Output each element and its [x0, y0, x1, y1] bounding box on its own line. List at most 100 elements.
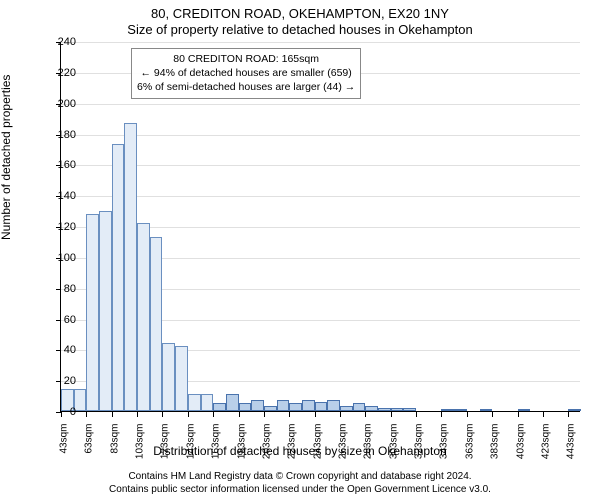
- x-tick-label: 83sqm: [109, 424, 120, 454]
- histogram-bar: [353, 403, 366, 411]
- y-tick-label: 80: [46, 283, 76, 295]
- y-tick-label: 40: [46, 344, 76, 356]
- x-tick-label: 63sqm: [84, 424, 95, 454]
- x-tick-mark: [162, 412, 163, 417]
- x-tick-mark: [239, 412, 240, 417]
- x-tick-mark: [213, 412, 214, 417]
- x-tick-label: 43sqm: [59, 424, 70, 454]
- y-tick-label: 120: [46, 221, 76, 233]
- y-tick-label: 0: [46, 406, 76, 418]
- histogram-bar: [188, 394, 201, 411]
- y-tick-label: 100: [46, 252, 76, 264]
- histogram-bar: [239, 403, 252, 411]
- annotation-line1: 80 CREDITON ROAD: 165sqm: [137, 52, 355, 66]
- gridline: [61, 196, 580, 197]
- histogram-bar: [327, 400, 340, 411]
- x-tick-mark: [365, 412, 366, 417]
- histogram-bar: [99, 211, 112, 411]
- histogram-bar: [264, 406, 277, 411]
- histogram-bar: [251, 400, 264, 411]
- x-tick-label: 363sqm: [464, 424, 475, 460]
- x-tick-mark: [264, 412, 265, 417]
- x-tick-mark: [568, 412, 569, 417]
- histogram-bar: [213, 403, 226, 411]
- x-tick-label: 183sqm: [236, 424, 247, 460]
- footer-attribution: Contains HM Land Registry data © Crown c…: [0, 470, 600, 496]
- histogram-bar: [150, 237, 163, 411]
- histogram-bar: [226, 394, 239, 411]
- histogram-bar: [302, 400, 315, 411]
- y-tick-label: 200: [46, 98, 76, 110]
- x-tick-label: 343sqm: [439, 424, 450, 460]
- x-tick-mark: [467, 412, 468, 417]
- histogram-bar: [378, 408, 391, 411]
- histogram-bar: [441, 409, 454, 411]
- chart-container: 80, CREDITON ROAD, OKEHAMPTON, EX20 1NY …: [0, 0, 600, 500]
- histogram-bar: [480, 409, 493, 411]
- x-tick-mark: [112, 412, 113, 417]
- x-tick-label: 303sqm: [388, 424, 399, 460]
- x-tick-mark: [315, 412, 316, 417]
- x-tick-label: 143sqm: [185, 424, 196, 460]
- gridline: [61, 135, 580, 136]
- histogram-bar: [277, 400, 290, 411]
- chart-title-line1: 80, CREDITON ROAD, OKEHAMPTON, EX20 1NY: [0, 6, 600, 21]
- footer-line1: Contains HM Land Registry data © Crown c…: [0, 470, 600, 483]
- y-tick-label: 60: [46, 314, 76, 326]
- x-tick-label: 283sqm: [363, 424, 374, 460]
- histogram-bar: [365, 406, 378, 411]
- x-tick-label: 263sqm: [338, 424, 349, 460]
- x-tick-label: 443sqm: [566, 424, 577, 460]
- histogram-bar: [112, 144, 125, 411]
- x-tick-mark: [188, 412, 189, 417]
- annotation-line2: ← 94% of detached houses are smaller (65…: [137, 66, 355, 80]
- x-tick-label: 163sqm: [211, 424, 222, 460]
- histogram-bar: [315, 402, 328, 411]
- histogram-bar: [175, 346, 188, 411]
- y-tick-label: 240: [46, 36, 76, 48]
- y-tick-label: 180: [46, 129, 76, 141]
- chart-title-line2: Size of property relative to detached ho…: [0, 22, 600, 37]
- annotation-line3: 6% of semi-detached houses are larger (4…: [137, 80, 355, 94]
- x-tick-label: 123sqm: [160, 424, 171, 460]
- gridline: [61, 104, 580, 105]
- x-tick-mark: [86, 412, 87, 417]
- histogram-bar: [340, 406, 353, 411]
- x-tick-mark: [137, 412, 138, 417]
- x-tick-label: 103sqm: [135, 424, 146, 460]
- annotation-box: 80 CREDITON ROAD: 165sqm ← 94% of detach…: [131, 48, 361, 99]
- histogram-bar: [518, 409, 531, 411]
- gridline: [61, 42, 580, 43]
- y-tick-label: 20: [46, 375, 76, 387]
- x-tick-mark: [289, 412, 290, 417]
- histogram-bar: [454, 409, 467, 411]
- histogram-bar: [124, 123, 137, 411]
- x-tick-mark: [492, 412, 493, 417]
- x-tick-mark: [543, 412, 544, 417]
- x-tick-label: 203sqm: [261, 424, 272, 460]
- x-tick-mark: [340, 412, 341, 417]
- x-tick-mark: [416, 412, 417, 417]
- histogram-bar: [391, 408, 404, 411]
- x-tick-label: 243sqm: [312, 424, 323, 460]
- x-tick-mark: [518, 412, 519, 417]
- y-axis-label: Number of detached properties: [0, 75, 13, 240]
- histogram-bar: [201, 394, 214, 411]
- histogram-bar: [403, 408, 416, 411]
- x-tick-label: 223sqm: [287, 424, 298, 460]
- x-tick-label: 423sqm: [540, 424, 551, 460]
- y-tick-label: 140: [46, 190, 76, 202]
- histogram-bar: [289, 403, 302, 411]
- y-tick-label: 160: [46, 159, 76, 171]
- gridline: [61, 165, 580, 166]
- x-tick-label: 383sqm: [490, 424, 501, 460]
- histogram-bar: [568, 409, 581, 411]
- x-tick-mark: [391, 412, 392, 417]
- x-tick-mark: [441, 412, 442, 417]
- footer-line2: Contains public sector information licen…: [0, 483, 600, 496]
- x-tick-label: 323sqm: [414, 424, 425, 460]
- histogram-bar: [86, 214, 99, 411]
- plot-area: 80 CREDITON ROAD: 165sqm ← 94% of detach…: [60, 42, 580, 412]
- histogram-bar: [162, 343, 175, 411]
- y-tick-label: 220: [46, 67, 76, 79]
